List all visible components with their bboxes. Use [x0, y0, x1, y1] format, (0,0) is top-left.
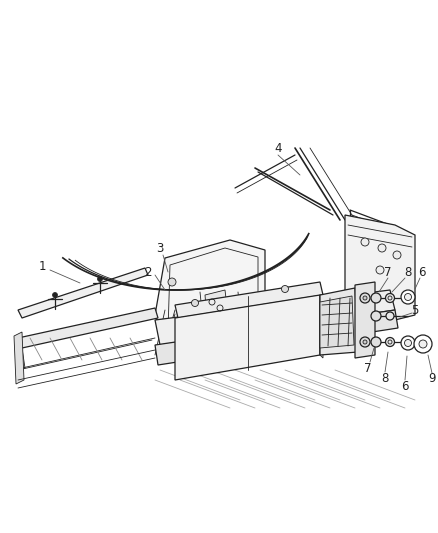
Polygon shape	[18, 308, 158, 348]
Text: 1: 1	[38, 261, 46, 273]
Polygon shape	[355, 282, 375, 358]
Text: 8: 8	[404, 265, 412, 279]
Circle shape	[371, 293, 381, 303]
Circle shape	[282, 286, 289, 293]
Text: 7: 7	[364, 361, 372, 375]
Circle shape	[361, 238, 369, 246]
Polygon shape	[175, 295, 320, 380]
Circle shape	[385, 337, 395, 346]
Circle shape	[360, 337, 370, 347]
Ellipse shape	[259, 353, 281, 363]
Circle shape	[401, 336, 415, 350]
Circle shape	[363, 296, 367, 300]
Circle shape	[401, 290, 415, 304]
Text: 3: 3	[156, 241, 164, 254]
Polygon shape	[155, 290, 395, 345]
Polygon shape	[155, 310, 398, 365]
Polygon shape	[18, 348, 25, 368]
Circle shape	[363, 340, 367, 344]
Polygon shape	[155, 240, 265, 345]
Polygon shape	[320, 288, 358, 355]
Circle shape	[53, 293, 57, 297]
Circle shape	[405, 294, 411, 301]
Text: 5: 5	[411, 303, 419, 317]
Circle shape	[168, 278, 176, 286]
Circle shape	[360, 293, 370, 303]
Text: 6: 6	[401, 379, 409, 392]
Text: 8: 8	[381, 372, 389, 384]
Circle shape	[191, 300, 198, 306]
Polygon shape	[14, 332, 24, 384]
Circle shape	[371, 311, 381, 321]
Text: 6: 6	[418, 265, 426, 279]
Polygon shape	[345, 215, 415, 320]
Polygon shape	[175, 282, 323, 318]
Text: 2: 2	[144, 265, 152, 279]
Polygon shape	[320, 295, 323, 358]
Circle shape	[414, 335, 432, 353]
Circle shape	[385, 294, 395, 303]
Polygon shape	[18, 268, 148, 318]
Circle shape	[98, 277, 102, 281]
Circle shape	[376, 266, 384, 274]
Circle shape	[378, 244, 386, 252]
Circle shape	[386, 312, 394, 320]
Polygon shape	[320, 296, 354, 348]
Text: 4: 4	[274, 141, 282, 155]
Circle shape	[371, 337, 381, 347]
Text: 7: 7	[384, 265, 392, 279]
Text: 9: 9	[428, 372, 436, 384]
Circle shape	[393, 251, 401, 259]
Circle shape	[419, 340, 427, 348]
Polygon shape	[205, 290, 228, 320]
Circle shape	[405, 340, 411, 346]
